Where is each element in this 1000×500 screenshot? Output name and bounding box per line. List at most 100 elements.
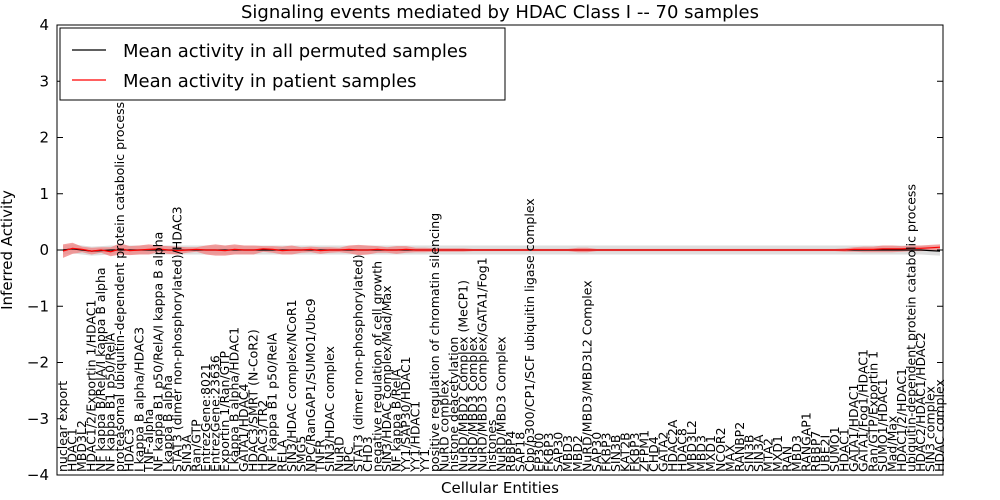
entity-label: EP300 [532,433,547,472]
entity-label: SIN3B [741,435,756,473]
entity-label: TNFR [312,439,327,473]
y-tick-label: 0 [39,241,49,259]
entity-label: NuRD/MBD3 Complex/GATA1/Fog1 [474,257,489,472]
entity-label: KAT2B [617,432,632,472]
entity-label: MBD3L2 [74,420,89,472]
entity-label: RANBP2 [732,422,747,472]
entity-label: Cbp/p300/CP1/SCF ubiquitin ligase comple… [522,198,537,472]
entity-label: HDAC complex [932,379,947,472]
entity-label: NuRD/MBD3 Complex [465,336,480,472]
entity-label: SAP30 [589,432,604,472]
entity-label: Ran/GTP [188,419,203,472]
entity-label: nuclear export [55,381,70,472]
legend-permuted-label: Mean activity in all permuted samples [123,41,467,62]
entity-label: SMG5 [293,436,308,472]
entity-label: MBD3 [789,435,804,472]
entity-label: FKBP3 [541,433,556,472]
entity-label: Ran/GTP/Exportin 1 [865,351,880,472]
y-tick-label: −3 [27,410,49,428]
entity-label: HDAC3/SMRT (N-CoR2) [246,329,261,472]
entity-label: TNF-alpha [141,409,156,473]
entity-label: MAX [722,444,737,472]
entity-label: MBD3 [560,435,575,472]
entity-label: NF kappa B1 p50/RelA [265,332,280,472]
entity-label: HDAC2/HDAC1/HDAC2 [913,332,928,472]
entity-label: GATA1/HDAC4 [236,383,251,472]
entity-label: MXD1 [703,435,718,472]
entity-label: HDAC1 [837,428,852,472]
entity-label: ubiquitin-dependent protein catabolic pr… [903,184,918,472]
entity-label: FKBP3 [627,433,642,472]
y-tick-label: −2 [27,354,49,372]
legend: Mean activity in all permuted samples Me… [59,27,506,101]
entity-label: RELA [274,439,289,472]
entity-label: NuRD/MBD2 Complex (MeCP1) [455,280,470,472]
entity-label: histones [484,419,499,472]
entity-label: YY1/SAP30/HDAC1 [398,356,413,473]
legend-box [59,27,506,101]
entity-label: NF kappa B1 p50/RelA/I kappa B alpha [150,232,165,472]
entity-label: MXD1 [770,435,785,472]
entity-label: RBBP4 [503,431,518,472]
entity-label: SIN3A [179,434,194,472]
entity-label: HDAC2A [665,419,680,472]
entity-label: positive regulation of chromatin silenci… [427,213,442,472]
entity-label: MTA2 [760,438,775,472]
entity-label: YY1 [417,449,432,473]
entity-label: I kappa B alpha/HDAC3 [131,327,146,472]
series-lines [62,246,941,253]
y-tick-label: 2 [39,129,49,147]
entity-label: NuRD complex [436,379,451,472]
y-axis-ticks: −4 −3 −2 −1 0 1 2 3 4 [27,16,943,484]
entity-label: HDAC1 [65,428,80,472]
entity-label: RANGAP1 [799,412,814,472]
legend-patient-label: Mean activity in patient samples [123,71,417,92]
entity-label: RAN [779,446,794,472]
entity-label: SUMO1 [827,426,842,472]
entity-label: EntrezGene:23636 [208,355,223,472]
entity-label: NF kappa B1 p50/RelA [103,332,118,472]
entity-label: STAT3 (dimer non-phosphorylated) [351,254,366,472]
entity-label: ZFPM1 [636,430,651,472]
entity-label: FKBP3 [598,433,613,472]
entity-label: SIN3/HDAC complex/Mad/Max [379,285,394,472]
entity-label: MBD2 [570,435,585,472]
plot-frame [56,24,944,476]
entity-label: MBD3 [694,435,709,472]
entity-label: NPC [341,446,356,472]
entity-label: SIN3A [751,434,766,472]
entity-label: HDAC1/2/HDAC1 [894,368,909,472]
entity-label: Mad/Max [884,416,899,472]
entity-label: NPC/RanGAP1/SUMO1/Ubc9 [303,298,318,472]
entity-label: GATA2 [656,432,671,472]
entity-label: negative regulation of cell growth [370,261,385,472]
y-tick-label: 1 [39,185,49,203]
entity-label: NF kappa B/RelA [389,368,404,472]
entity-label: NCOR2 [713,427,728,472]
entity-label: SIN3B [608,435,623,473]
entity-label: CHD4 [646,436,661,472]
entity-label: STAT3 (dimer non-phosphorylated)/HDAC3 [169,206,184,472]
y-axis-label: Inferred Activity [0,190,16,310]
patient-mean-line [62,246,941,253]
entity-label: MBD3L2 [684,420,699,472]
entity-label: I kappa B alpha/HDAC1 [227,327,242,472]
entity-label: HDAC8 [675,428,690,472]
entity-labels: nuclear exportHDAC1MBD3L2HDAC1/2/Exporti… [55,102,947,473]
entity-label: UBE2I [818,435,833,472]
y-tick-label: 4 [39,16,49,34]
entity-label: NuRD/MBD3 Complex [494,336,509,472]
y-tick-label: −1 [27,297,49,315]
entity-label: SIN3 complex [922,386,937,472]
entity-label: SAP18 [513,432,528,472]
entity-label: HDAC1/2/Exportin 1/HDAC1 [84,300,99,472]
entity-label: SAP30 [551,432,566,472]
entity-label: proteasomal ubiquitin-dependent protein … [112,102,127,472]
entity-label: CHD3 [360,436,375,472]
entity-label: SIN3/HDAC complex/NCoR1 [284,299,299,472]
entity-label: I kappa B alpha [160,375,175,472]
x-axis-label: Cellular Entities [441,479,559,497]
entity-label: HDAC3/TR2 [255,400,270,472]
entity-label: YY1/HDAC1 [408,401,423,473]
